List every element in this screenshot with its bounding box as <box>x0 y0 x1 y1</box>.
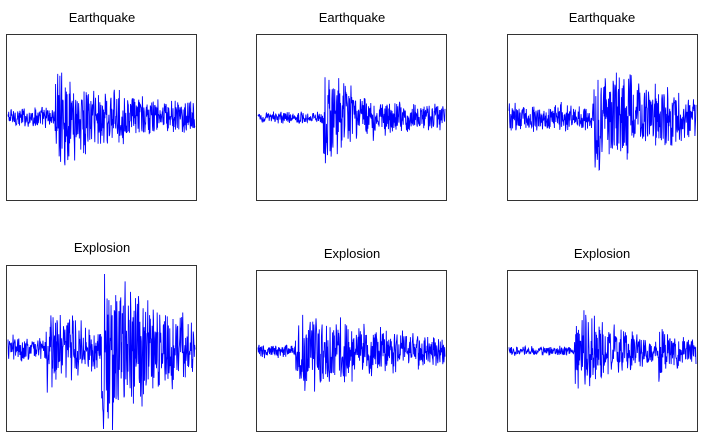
panel-title-earthquake-1: Earthquake <box>68 10 136 25</box>
seismogram-trace <box>7 273 196 431</box>
seismogram-svg <box>508 72 697 171</box>
seismogram-trace <box>7 72 196 166</box>
panel-earthquake-2 <box>256 34 447 201</box>
panel-title-explosion-3: Explosion <box>573 246 631 261</box>
panel-earthquake-1 <box>6 34 197 201</box>
seismogram-trace <box>257 77 446 164</box>
seismogram-svg <box>7 273 196 431</box>
panel-title-explosion-2: Explosion <box>323 246 381 261</box>
seismogram-svg <box>508 310 697 389</box>
seismogram-trace <box>257 314 446 392</box>
panel-earthquake-3 <box>507 34 698 201</box>
seismogram-trace <box>508 72 697 171</box>
panel-explosion-3 <box>507 270 698 432</box>
panel-title-earthquake-2: Earthquake <box>318 10 386 25</box>
seismogram-trace <box>508 310 697 389</box>
panel-explosion-1 <box>6 265 197 432</box>
panel-title-explosion-1: Explosion <box>73 240 131 255</box>
panel-explosion-2 <box>256 270 447 432</box>
panel-title-earthquake-3: Earthquake <box>568 10 636 25</box>
seismogram-svg <box>257 77 446 164</box>
seismogram-svg <box>257 314 446 392</box>
seismogram-svg <box>7 72 196 166</box>
